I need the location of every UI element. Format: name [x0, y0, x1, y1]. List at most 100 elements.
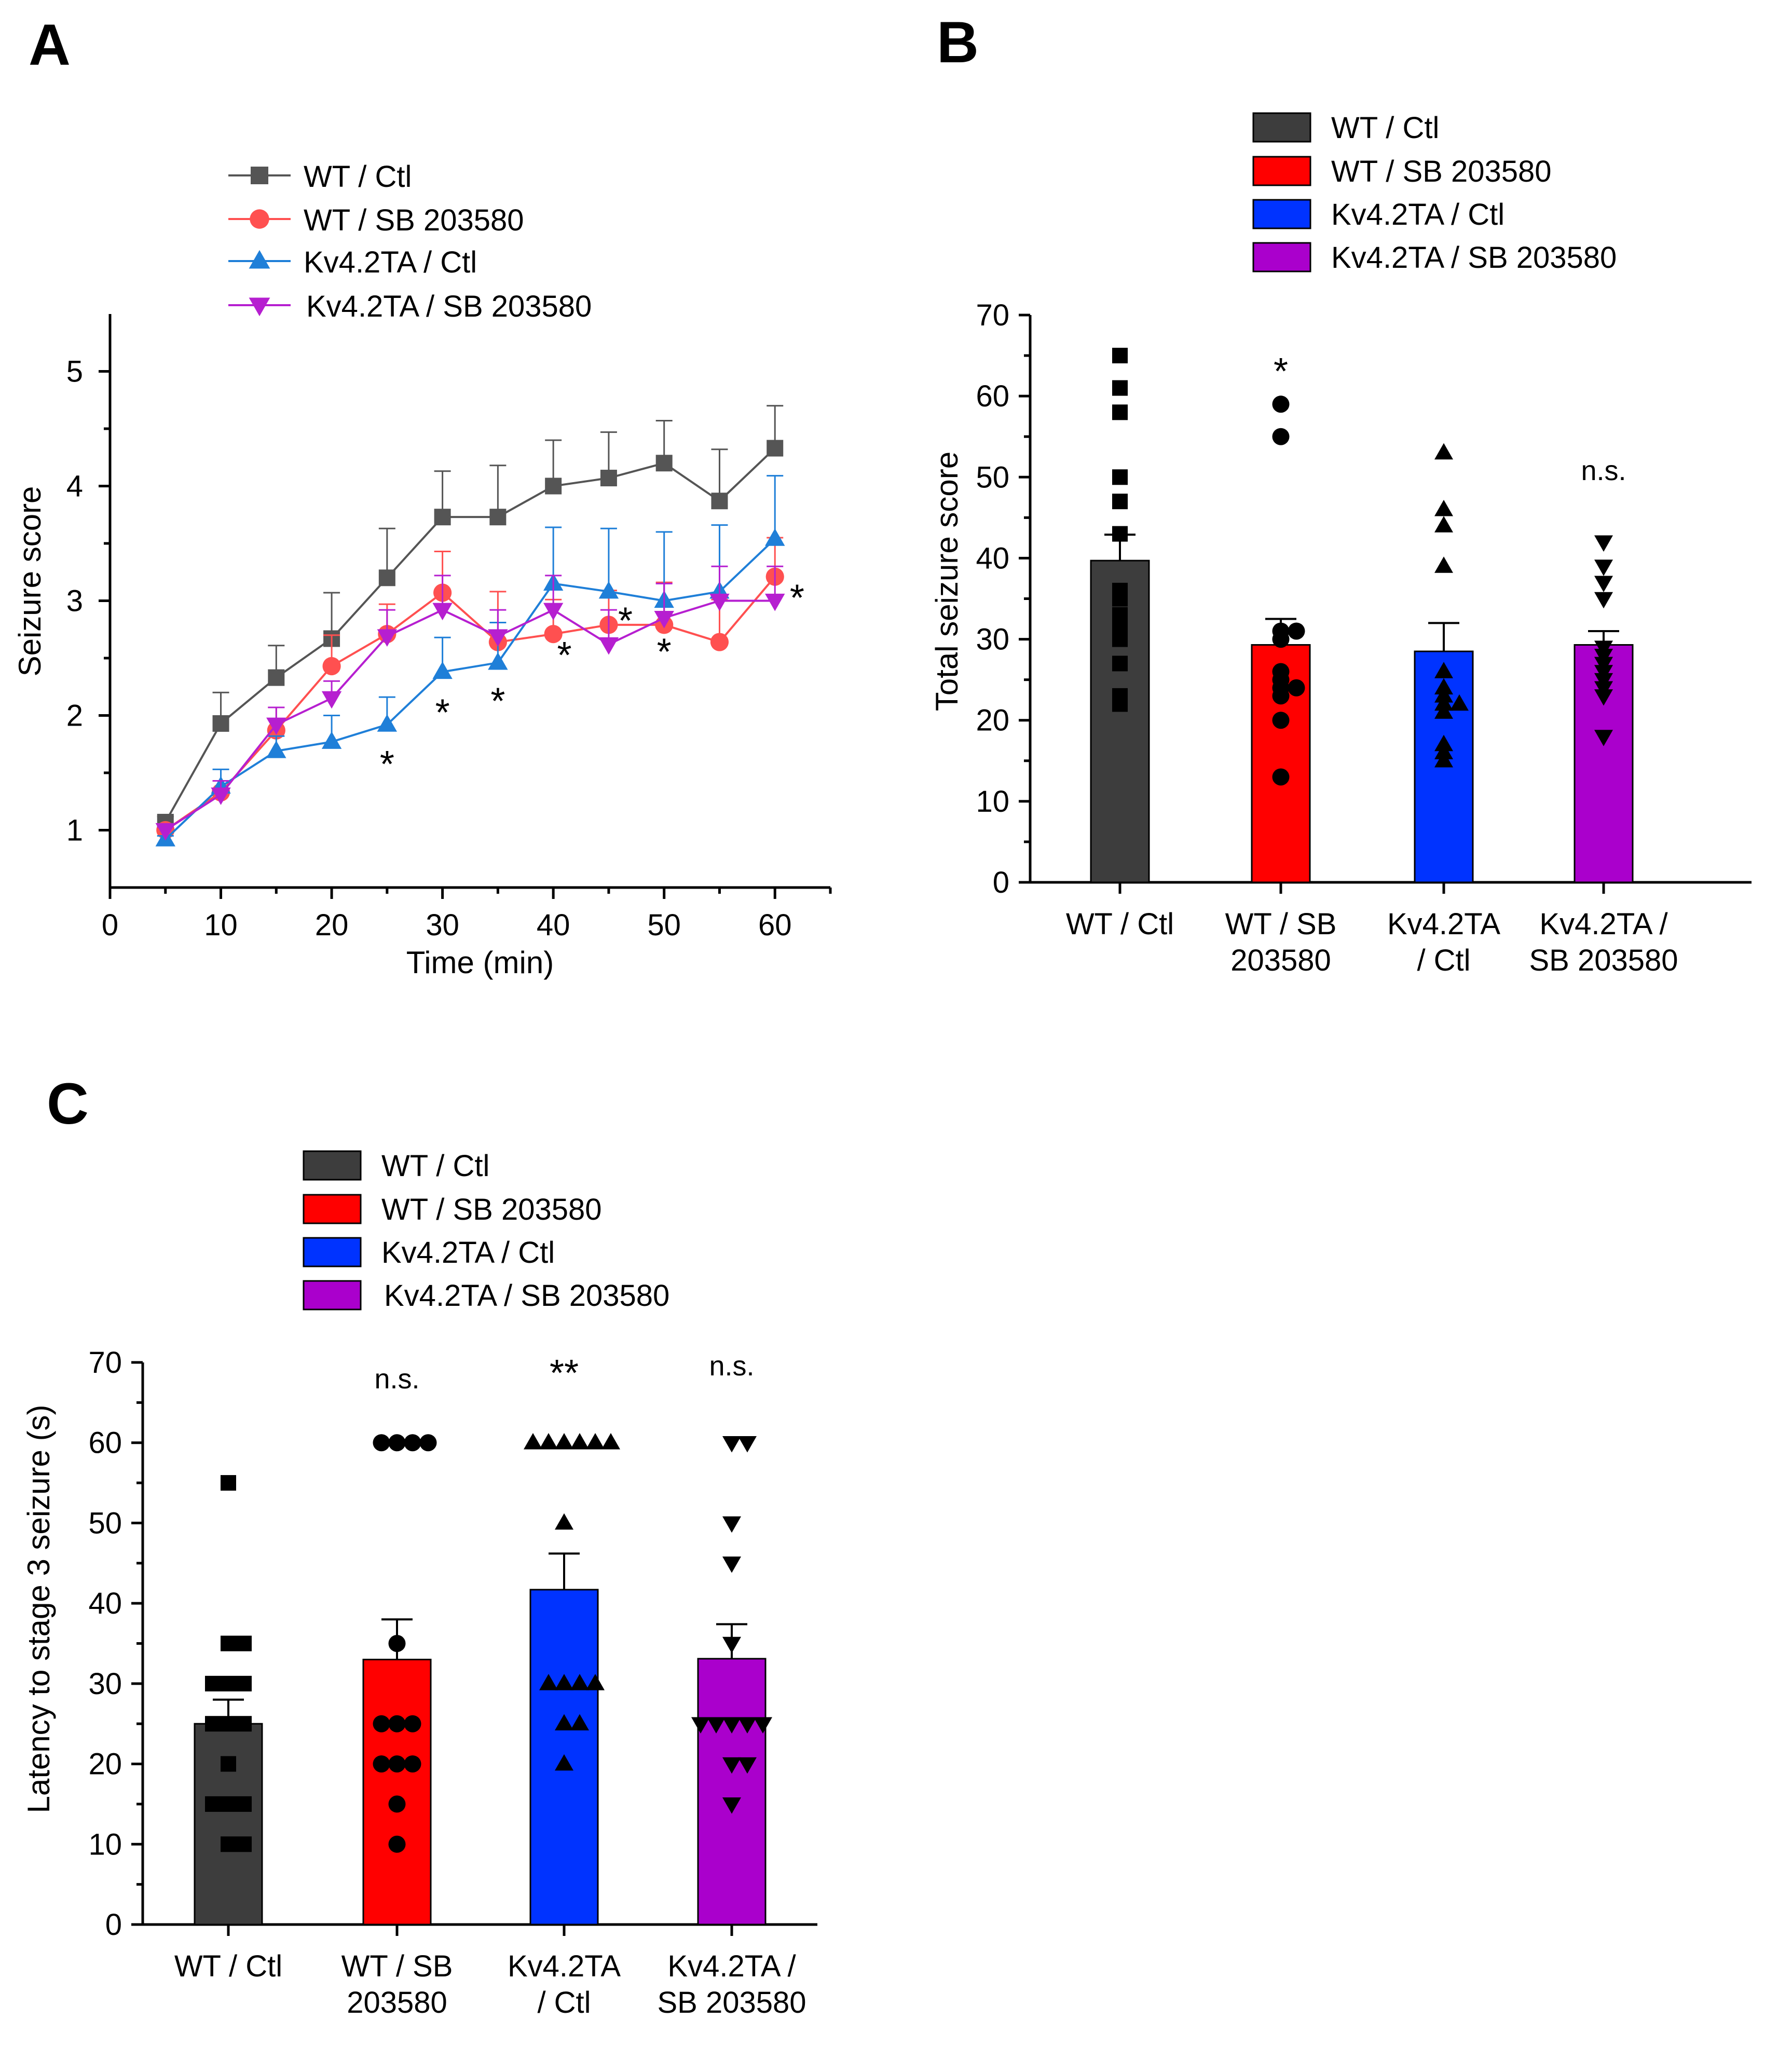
chart-c-bar	[194, 1723, 263, 1926]
chart-c-data-point	[221, 1836, 236, 1852]
chart-a-point	[434, 509, 451, 526]
chart-c-data-point	[738, 1717, 757, 1734]
chart-b-ytick-label: 20	[976, 704, 1009, 738]
chart-c-data-point	[570, 1432, 589, 1450]
legend-a-label-3: Kv4.2TA / SB 203580	[306, 290, 592, 323]
chart-b-data-point	[1434, 556, 1453, 573]
chart-b-ytick-label: 40	[976, 541, 1009, 575]
chart-b-category-label: / Ctl	[1417, 944, 1470, 977]
chart-c-ytick-label: 20	[88, 1748, 122, 1781]
chart-c-ytick-label: 0	[105, 1908, 122, 1942]
chart-c-category-label: Kv4.2TA /	[667, 1949, 796, 1983]
chart-a-point	[543, 603, 564, 621]
legend-a-symbol	[251, 167, 268, 184]
chart-c-data-point	[404, 1434, 421, 1452]
chart-c-data-point	[555, 1432, 573, 1450]
chart-b-data-point	[1288, 622, 1305, 640]
chart-a-point	[268, 669, 285, 686]
chart-c-data-point	[738, 1757, 757, 1774]
chart-b-data-point	[1434, 751, 1453, 768]
chart-b-category-label: Kv4.2TA	[1387, 907, 1500, 941]
chart-b-ytick-label: 50	[976, 460, 1009, 494]
chart-c-ylabel: Latency to stage 3 seizure (s)	[21, 1404, 56, 1813]
chart-a-ytick-label: 1	[66, 814, 83, 848]
chart-c-data-point	[388, 1755, 406, 1773]
chart-b-data-point	[1434, 443, 1453, 460]
chart-c-data-point	[388, 1715, 406, 1732]
chart-a-point	[654, 611, 674, 629]
chart-b-ytick-label: 70	[976, 298, 1009, 332]
legend-c-label-3: Kv4.2TA / SB 203580	[384, 1279, 669, 1313]
chart-a-ytick-label: 5	[66, 355, 83, 389]
chart-a-series-line	[165, 599, 775, 831]
chart-b-group-3: n.s. Kv4.2TA /SB 203580	[1529, 455, 1678, 977]
chart-a-point	[709, 593, 730, 611]
chart-c-data-point	[236, 1796, 252, 1812]
chart-c-category-label: Kv4.2TA	[508, 1949, 621, 1983]
legend-c-item-3: Kv4.2TA / SB 203580	[303, 1279, 669, 1313]
chart-b-group-2: * Kv4.2TA/ Ctl	[1387, 0, 1500, 977]
chart-b-data-point	[1112, 656, 1128, 672]
chart-a-series-line	[165, 538, 776, 840]
chart-a-point	[378, 569, 395, 586]
chart-b-significance: *	[1274, 351, 1288, 392]
chart-a-xtick-label: 40	[537, 908, 570, 942]
chart-b-data-point	[1594, 592, 1613, 609]
chart-c-data-point	[221, 1756, 236, 1772]
legend-b-item-1: WT / SB 203580	[1252, 155, 1552, 188]
chart-a-annotation: *	[557, 635, 571, 676]
chart-c-data-point	[722, 1436, 741, 1453]
chart-c-data-point	[236, 1635, 252, 1652]
chart-c-category-label: SB 203580	[657, 1986, 806, 2019]
chart-c-group-2: ** Kv4.2TA/ Ctl	[508, 1353, 621, 2019]
chart-c-category-label: 203580	[347, 1986, 447, 2019]
chart-a-ytick-label: 4	[66, 470, 83, 503]
chart-a-point	[266, 717, 286, 735]
chart-c-data-point	[236, 1675, 252, 1691]
chart-c-significance: n.s.	[374, 1363, 419, 1395]
legend-a-symbol	[249, 250, 270, 269]
chart-b-data-point	[1112, 631, 1128, 647]
legend-b-item-0: WT / Ctl	[1252, 111, 1439, 145]
chart-a-ylabel: Seizure score	[12, 486, 47, 677]
chart-c-data-point	[373, 1434, 390, 1452]
chart-a-point	[155, 823, 175, 841]
chart-c-plot: 0 10 20 30 40 50 60 70 WT / Ctl n.s. WT / SB203580…	[88, 1346, 817, 2019]
chart-c-data-point	[388, 1795, 406, 1813]
chart-b-ytick-label: 60	[976, 379, 1009, 413]
chart-b-category-label: WT / Ctl	[1066, 907, 1174, 941]
chart-b-data-point	[1272, 631, 1290, 648]
chart-a-point	[488, 652, 508, 670]
chart-a-xtick-label: 50	[647, 908, 681, 942]
legend-a-item-3: Kv4.2TA / SB 203580	[228, 290, 592, 323]
chart-c-data-point	[555, 1513, 573, 1530]
chart-b-data-point	[1434, 516, 1453, 533]
chart-b-data-point	[1112, 380, 1128, 396]
chart-c-data-point	[691, 1717, 710, 1734]
legend-a-marker-1	[250, 209, 269, 229]
chart-b-data-point	[1272, 687, 1290, 705]
chart-a-point	[377, 714, 398, 732]
chart-b-data-point	[1288, 679, 1305, 697]
chart-a-legend: WT / Ctl WT / SB 203580 Kv4.2TA / Ctl Kv…	[228, 160, 592, 323]
chart-a-annotation: *	[490, 680, 505, 722]
chart-c-data-point	[524, 1432, 542, 1450]
chart-a-series-0	[157, 405, 784, 831]
chart-c-data-point	[221, 1675, 236, 1691]
chart-a-annotation: *	[657, 631, 672, 673]
chart-b-data-point	[1272, 712, 1290, 729]
chart-c: WT / Ctl WT / SB 203580 Kv4.2TA / Ctl Kv…	[21, 1149, 817, 2019]
chart-a-point	[211, 787, 231, 805]
chart-c-data-point	[388, 1635, 406, 1652]
legend-b-label-2: Kv4.2TA / Ctl	[1331, 198, 1504, 231]
legend-a-marker-2	[249, 250, 270, 269]
chart-b-category-label: SB 203580	[1529, 944, 1678, 977]
chart-b-category-label: 203580	[1230, 944, 1331, 977]
legend-c-item-1: WT / SB 203580	[303, 1193, 602, 1226]
chart-a-point	[765, 593, 785, 611]
chart-a-xtick-label: 30	[426, 908, 459, 942]
